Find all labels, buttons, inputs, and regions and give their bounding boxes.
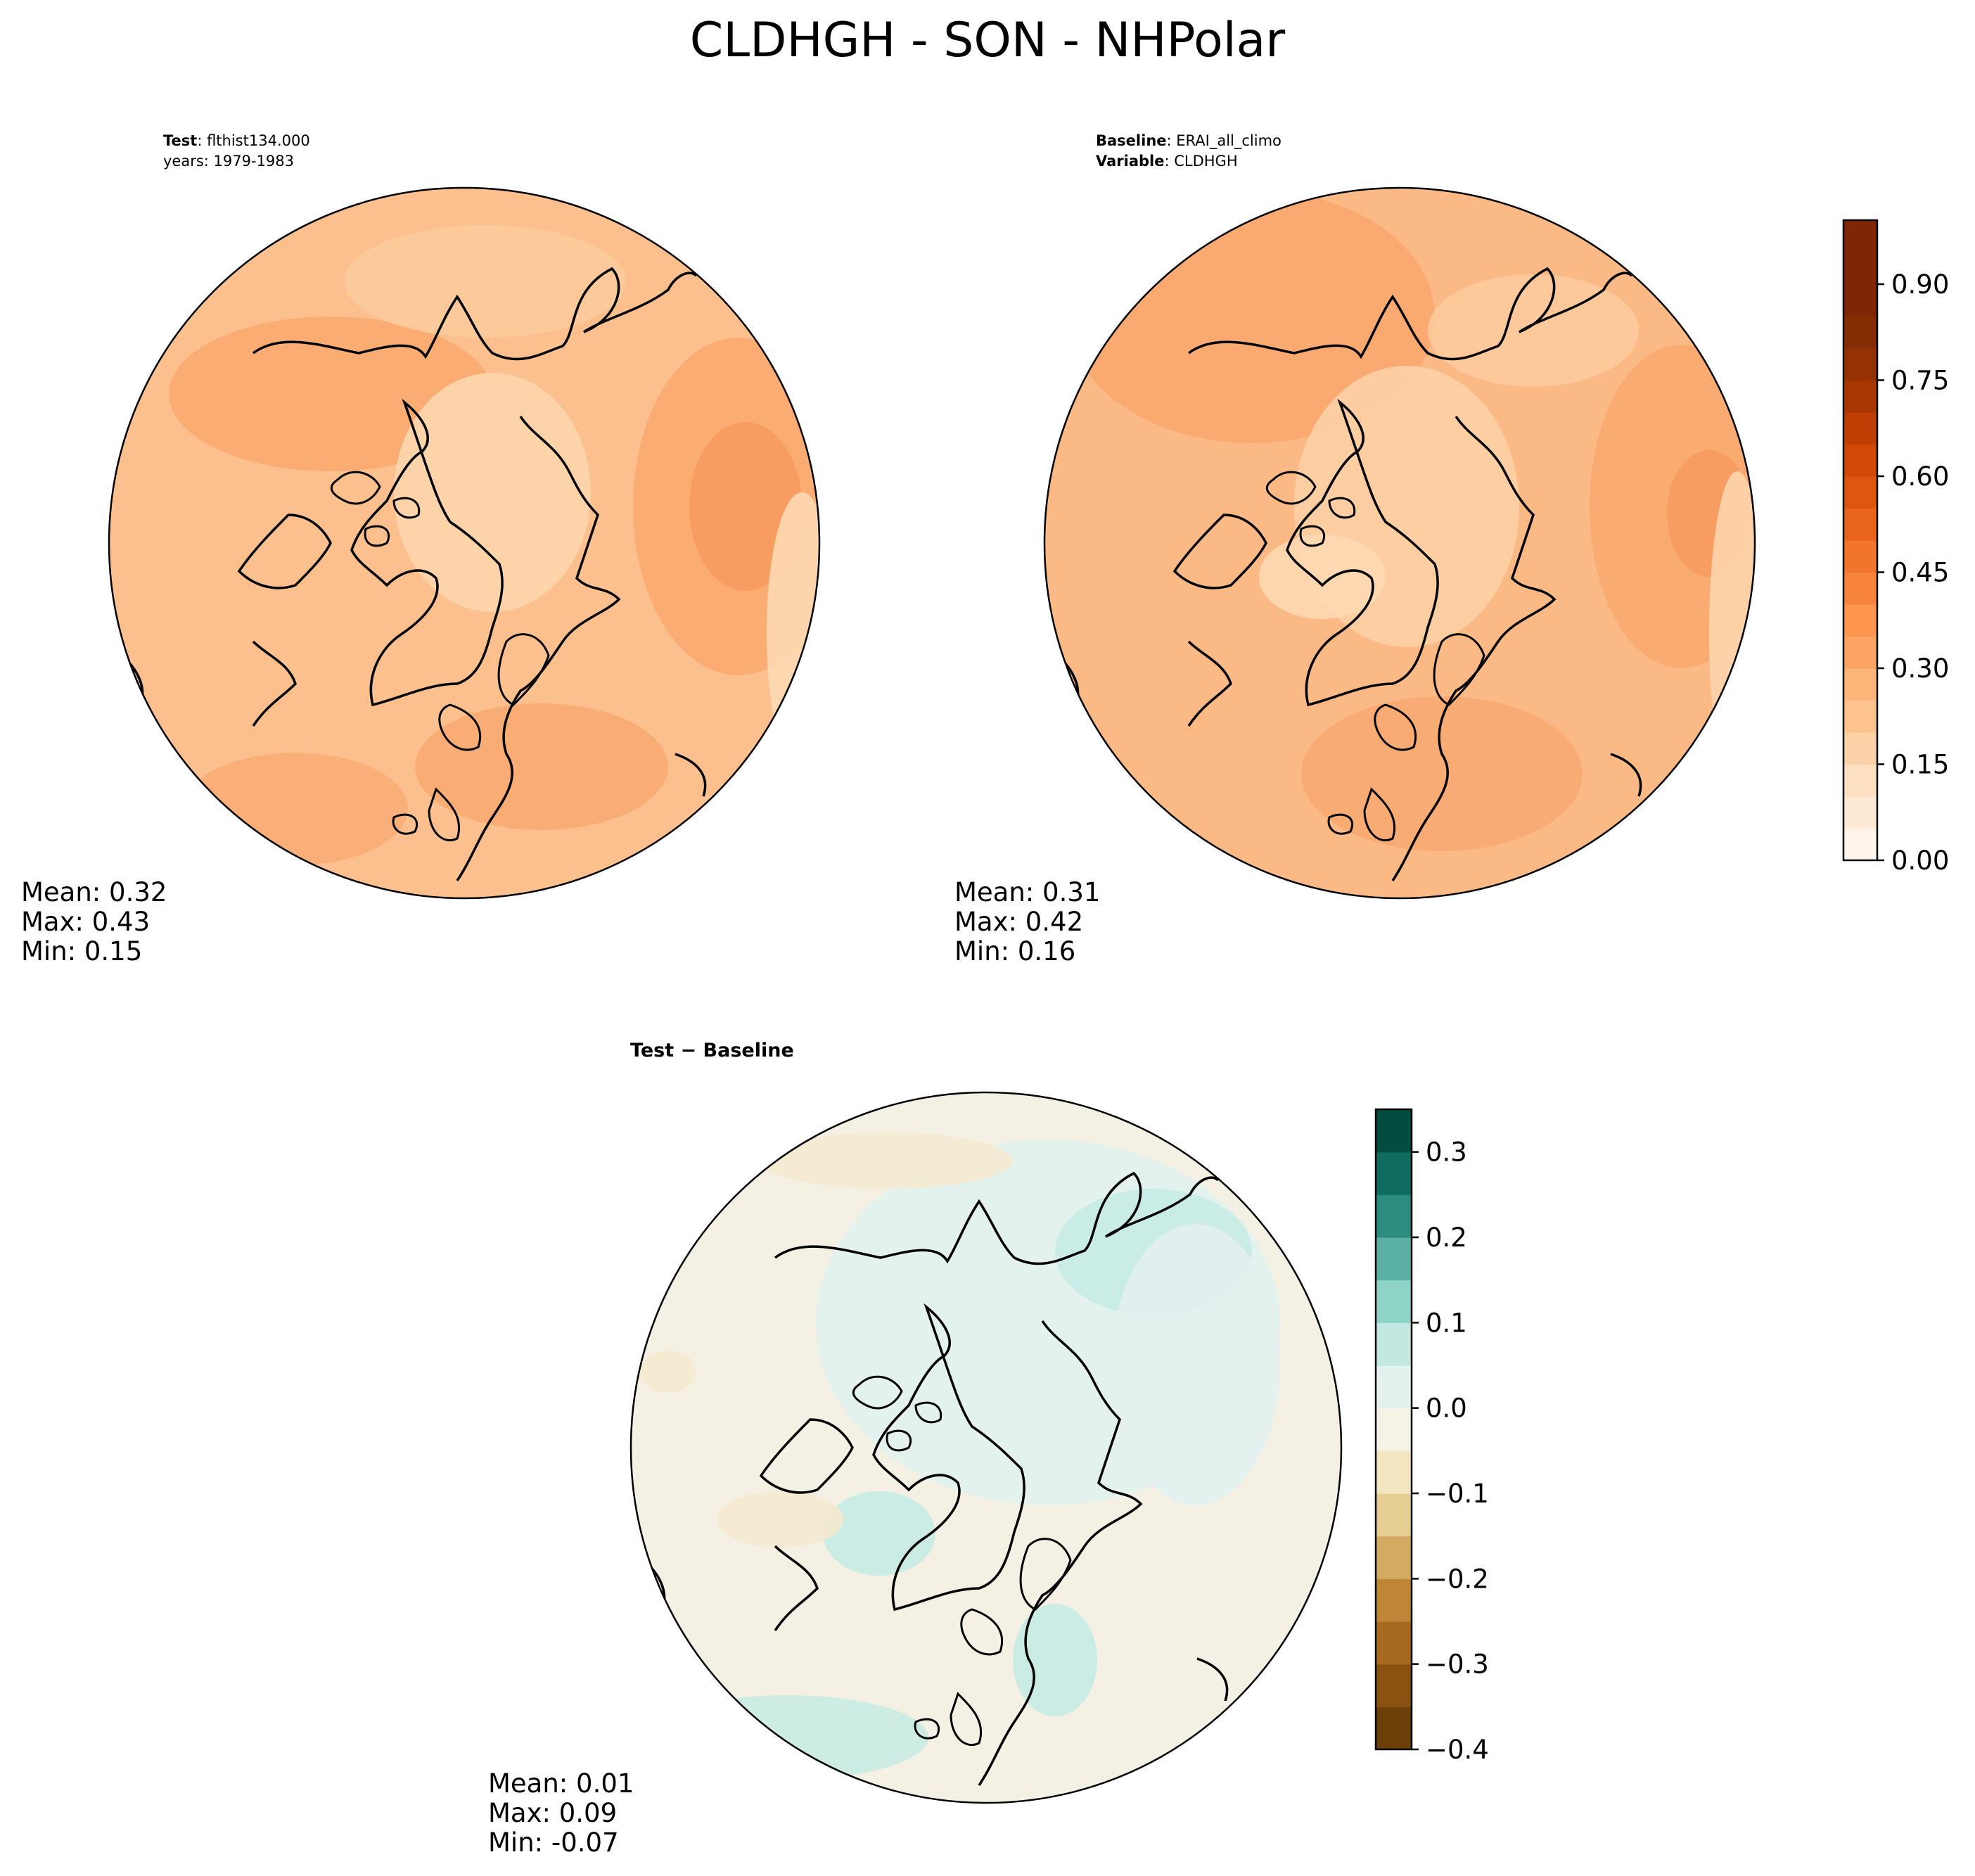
test-min: Min: 0.15 xyxy=(21,936,142,966)
colorbar-tick-label: 0.0 xyxy=(1426,1393,1467,1424)
colorbar-segment xyxy=(1376,1578,1412,1622)
colorbar-frame xyxy=(1374,1108,1413,1751)
colorbar-tick-label: 0.90 xyxy=(1891,269,1949,300)
baseline-map-frame xyxy=(1043,186,1756,900)
baseline-mean: Mean: 0.31 xyxy=(954,877,1100,907)
colorbar-segment xyxy=(1843,636,1877,669)
colorbar-segment xyxy=(1843,668,1877,701)
baseline-header-line1: Baseline: ERAI_all_climo xyxy=(1096,132,1281,150)
main-colorbar: 0.00 0.15 0.30 0.45 0.60 0.75 0.90 xyxy=(1842,219,1949,876)
colorbar-segment xyxy=(1843,700,1877,733)
figure-title: CLDHGH - SON - NHPolar xyxy=(690,13,1286,68)
baseline-max: Max: 0.42 xyxy=(954,907,1083,937)
colorbar-segment xyxy=(1843,252,1877,285)
colorbar-tick-label: 0.1 xyxy=(1426,1308,1467,1338)
test-map xyxy=(109,188,819,898)
diff-colorbar: −0.4 −0.3 −0.2 −0.1 0.0 0.1 0.2 0.3 xyxy=(1374,1108,1489,1765)
colorbar-tick-label: 0.75 xyxy=(1891,366,1949,396)
colorbar-segment xyxy=(1843,476,1877,509)
colorbar-segment xyxy=(1376,1151,1412,1195)
colorbar-segment xyxy=(1376,1706,1412,1750)
colorbar-tick-label: 0.3 xyxy=(1426,1137,1467,1168)
colorbar-tick-label: 0.15 xyxy=(1891,750,1949,780)
diff-mean: Mean: 0.01 xyxy=(488,1768,634,1799)
baseline-min: Min: 0.16 xyxy=(954,936,1075,966)
colorbar-segment xyxy=(1843,220,1877,253)
colorbar-segment xyxy=(1843,572,1877,605)
colorbar-segment xyxy=(1843,732,1877,765)
diff-header: Test − Baseline xyxy=(630,1040,794,1061)
colorbar-tick-label: −0.4 xyxy=(1426,1735,1489,1765)
colorbar-segment xyxy=(1843,348,1877,381)
test-map-frame xyxy=(108,186,821,900)
colorbar-frame xyxy=(1842,219,1879,862)
colorbar-segment xyxy=(1843,284,1877,317)
colorbar-segment xyxy=(1376,1621,1412,1665)
colorbar-segment xyxy=(1843,380,1877,413)
colorbar-tick-label: −0.1 xyxy=(1426,1479,1489,1509)
colorbar-segment xyxy=(1843,316,1877,349)
colorbar-segment xyxy=(1376,1194,1412,1238)
colorbar-segment xyxy=(1376,1493,1412,1537)
test-header-line2: years: 1979-1983 xyxy=(163,153,294,170)
colorbar-segment xyxy=(1843,764,1877,797)
colorbar-segment xyxy=(1843,412,1877,445)
colorbar-segment xyxy=(1843,508,1877,541)
colorbar-segment xyxy=(1376,1450,1412,1494)
colorbar-tick-label: 0.45 xyxy=(1891,558,1949,588)
colorbar-segment xyxy=(1376,1322,1412,1366)
test-max: Max: 0.43 xyxy=(21,907,150,937)
baseline-panel: Baseline: ERAI_all_climo Variable: CLDHG… xyxy=(954,132,1756,966)
colorbar-segment xyxy=(1843,796,1877,829)
test-panel: Test: flthist134.000 years: 1979-1983 Me… xyxy=(21,132,821,966)
colorbar-segment xyxy=(1843,828,1877,861)
colorbar-tick-label: 0.30 xyxy=(1891,653,1949,684)
colorbar-segment xyxy=(1376,1365,1412,1409)
diff-max: Max: 0.09 xyxy=(488,1798,617,1828)
test-mean: Mean: 0.32 xyxy=(21,877,167,907)
colorbar-segment xyxy=(1376,1664,1412,1707)
diff-panel: Test − Baseline Mean: 0.01 Max: 0.09 Min… xyxy=(488,1040,1343,1858)
colorbar-tick-label: −0.3 xyxy=(1426,1650,1489,1680)
colorbar-tick-label: 0.60 xyxy=(1891,461,1949,492)
colorbar-segment xyxy=(1843,540,1877,573)
colorbar-segment xyxy=(1376,1408,1412,1451)
colorbar-tick-label: 0.00 xyxy=(1891,846,1949,876)
colorbar-tick-label: 0.2 xyxy=(1426,1223,1467,1253)
colorbar-segment xyxy=(1376,1237,1412,1281)
baseline-map xyxy=(1044,188,1755,898)
colorbar-segment xyxy=(1843,604,1877,637)
colorbar-segment xyxy=(1843,444,1877,477)
diff-map xyxy=(631,1092,1341,1803)
diff-min: Min: -0.07 xyxy=(488,1827,619,1858)
colorbar-segment xyxy=(1376,1109,1412,1153)
colorbar-segment xyxy=(1376,1280,1412,1323)
colorbar-segment xyxy=(1376,1536,1412,1579)
baseline-header-line2: Variable: CLDHGH xyxy=(1096,153,1238,170)
diff-map-frame xyxy=(629,1091,1343,1804)
colorbar-tick-label: −0.2 xyxy=(1426,1564,1489,1594)
test-header-line1: Test: flthist134.000 xyxy=(163,132,310,149)
